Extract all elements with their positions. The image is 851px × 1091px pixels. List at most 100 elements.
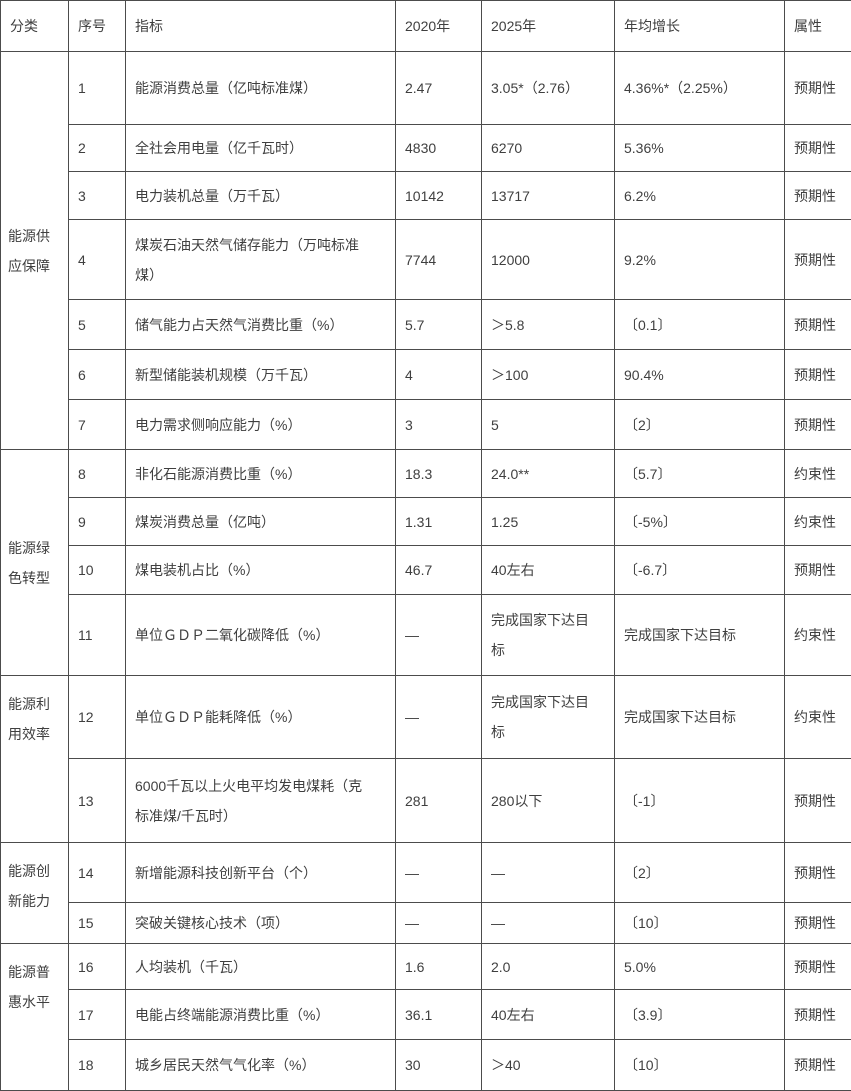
cell-y2025: 3.05*（2.76）: [482, 52, 615, 125]
cell-growth: 5.0%: [615, 944, 785, 990]
cell-y2020: 281: [396, 759, 482, 843]
cell-attr: 预期性: [785, 546, 851, 595]
header-row: 分类 序号 指标 2020年 2025年 年均增长 属性: [1, 1, 851, 52]
cell-y2020: 18.3: [396, 450, 482, 498]
cell-growth: 90.4%: [615, 350, 785, 400]
cell-indicator: 电能占终端能源消费比重（%）: [126, 990, 396, 1040]
cell-no: 14: [69, 843, 126, 903]
cell-indicator: 单位ＧＤＰ二氧化碳降低（%）: [126, 595, 396, 676]
cell-y2025: 24.0**: [482, 450, 615, 498]
cell-growth: 〔3.9〕: [615, 990, 785, 1040]
cell-y2020: 30: [396, 1040, 482, 1091]
column-header-no: 序号: [69, 1, 126, 52]
cell-indicator: 新型储能装机规模（万千瓦）: [126, 350, 396, 400]
cell-no: 12: [69, 676, 126, 759]
cell-attr: 预期性: [785, 759, 851, 843]
cell-no: 1: [69, 52, 126, 125]
cell-growth: 〔2〕: [615, 400, 785, 450]
cell-no: 11: [69, 595, 126, 676]
cell-y2025: 完成国家下达目 标: [482, 676, 615, 759]
cell-no: 15: [69, 903, 126, 944]
cell-attr: 预期性: [785, 990, 851, 1040]
cell-no: 18: [69, 1040, 126, 1091]
cell-y2025: 完成国家下达目 标: [482, 595, 615, 676]
cell-indicator: 煤电装机占比（%）: [126, 546, 396, 595]
category-cell: 能源利 用效率: [1, 676, 69, 843]
column-header-growth: 年均增长: [615, 1, 785, 52]
cell-attr: 约束性: [785, 595, 851, 676]
cell-attr: 预期性: [785, 843, 851, 903]
column-header-category: 分类: [1, 1, 69, 52]
cell-growth: 5.36%: [615, 125, 785, 172]
cell-y2020: —: [396, 595, 482, 676]
cell-no: 6: [69, 350, 126, 400]
cell-no: 4: [69, 220, 126, 300]
cell-no: 8: [69, 450, 126, 498]
cell-y2025: 2.0: [482, 944, 615, 990]
table-header: 分类 序号 指标 2020年 2025年 年均增长 属性: [1, 1, 851, 52]
cell-no: 5: [69, 300, 126, 350]
cell-attr: 约束性: [785, 676, 851, 759]
cell-attr: 预期性: [785, 172, 851, 220]
cell-no: 10: [69, 546, 126, 595]
cell-indicator: 煤炭石油天然气储存能力（万吨标准 煤）: [126, 220, 396, 300]
cell-y2025: —: [482, 843, 615, 903]
cell-attr: 预期性: [785, 125, 851, 172]
category-cell: 能源绿 色转型: [1, 450, 69, 676]
cell-y2020: 4830: [396, 125, 482, 172]
cell-growth: 〔2〕: [615, 843, 785, 903]
cell-attr: 预期性: [785, 400, 851, 450]
cell-indicator: 新增能源科技创新平台（个）: [126, 843, 396, 903]
column-header-indicator: 指标: [126, 1, 396, 52]
cell-y2020: 5.7: [396, 300, 482, 350]
cell-attr: 预期性: [785, 1040, 851, 1091]
cell-y2020: 4: [396, 350, 482, 400]
cell-attr: 约束性: [785, 450, 851, 498]
cell-attr: 预期性: [785, 903, 851, 944]
cell-indicator: 城乡居民天然气气化率（%）: [126, 1040, 396, 1091]
cell-indicator: 突破关键核心技术（项）: [126, 903, 396, 944]
cell-growth: 〔10〕: [615, 903, 785, 944]
cell-y2020: 1.31: [396, 498, 482, 546]
cell-indicator: 单位ＧＤＰ能耗降低（%）: [126, 676, 396, 759]
category-cell: 能源创 新能力: [1, 843, 69, 944]
cell-no: 3: [69, 172, 126, 220]
cell-indicator: 全社会用电量（亿千瓦时）: [126, 125, 396, 172]
cell-no: 2: [69, 125, 126, 172]
cell-indicator: 能源消费总量（亿吨标准煤）: [126, 52, 396, 125]
category-cell: 能源普 惠水平: [1, 944, 69, 1091]
cell-indicator: 人均装机（千瓦）: [126, 944, 396, 990]
cell-indicator: 电力装机总量（万千瓦）: [126, 172, 396, 220]
cell-y2020: —: [396, 903, 482, 944]
cell-attr: 预期性: [785, 220, 851, 300]
cell-growth: 6.2%: [615, 172, 785, 220]
cell-no: 16: [69, 944, 126, 990]
cell-y2020: 7744: [396, 220, 482, 300]
cell-y2025: —: [482, 903, 615, 944]
cell-y2025: 280以下: [482, 759, 615, 843]
cell-y2025: ＞40: [482, 1040, 615, 1091]
cell-y2020: 10142: [396, 172, 482, 220]
column-header-2025: 2025年: [482, 1, 615, 52]
cell-growth: 〔-5%〕: [615, 498, 785, 546]
cell-growth: 4.36%*（2.25%）: [615, 52, 785, 125]
cell-y2020: 2.47: [396, 52, 482, 125]
cell-attr: 预期性: [785, 52, 851, 125]
cell-y2025: 40左右: [482, 546, 615, 595]
cell-y2020: 1.6: [396, 944, 482, 990]
cell-growth: 9.2%: [615, 220, 785, 300]
cell-growth: 完成国家下达目标: [615, 676, 785, 759]
cell-growth: 〔10〕: [615, 1040, 785, 1091]
cell-growth: 〔-6.7〕: [615, 546, 785, 595]
